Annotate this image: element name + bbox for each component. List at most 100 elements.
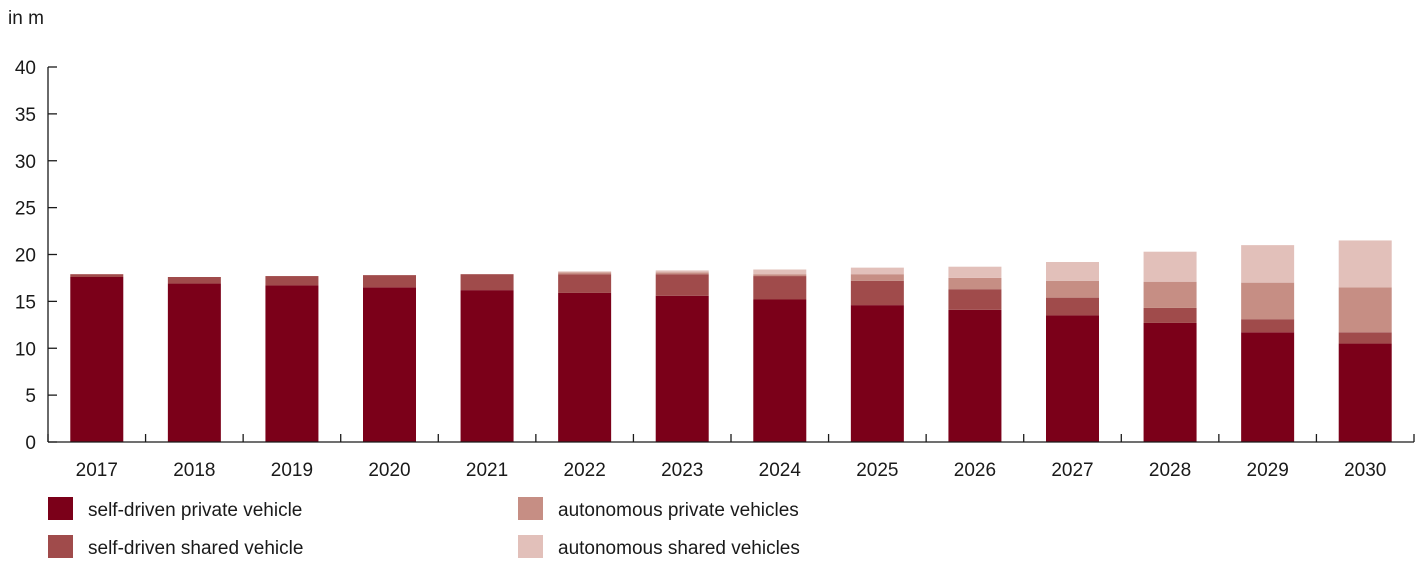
x-tick-label: 2024	[759, 460, 802, 481]
bar-segment-series-2	[655, 272, 709, 275]
bar-segment-series-3	[1143, 251, 1197, 282]
bar-segment-series-2	[753, 274, 807, 277]
legend-item-0: self-driven private vehicle	[48, 497, 302, 521]
bar-segment-series-0	[167, 283, 221, 442]
bar-segment-series-1	[655, 274, 709, 296]
bar-stack-2030	[1338, 240, 1392, 442]
bar-segment-series-3	[850, 267, 904, 275]
x-tick-label: 2028	[1149, 460, 1191, 481]
y-tick-label: 20	[15, 246, 36, 267]
x-tick-label: 2026	[954, 460, 996, 481]
y-tick-label: 35	[15, 105, 36, 126]
bar-segment-series-1	[850, 280, 904, 306]
x-tick-label: 2021	[466, 460, 508, 481]
bar-stack-2017	[70, 274, 124, 442]
legend-swatch	[48, 535, 73, 558]
bar-segment-series-1	[70, 274, 124, 277]
bar-segment-series-3	[1241, 245, 1295, 283]
bar-segment-series-1	[265, 276, 319, 286]
bar-segment-series-3	[1338, 240, 1392, 288]
legend-swatch	[48, 497, 73, 520]
x-tick-label: 2017	[76, 460, 118, 481]
bar-stack-2023	[655, 270, 709, 442]
legend-label: autonomous private vehicles	[558, 500, 799, 521]
x-tick-label: 2023	[661, 460, 703, 481]
y-tick-label: 0	[25, 433, 36, 454]
bar-segment-series-0	[655, 295, 709, 442]
bar-segment-series-3	[948, 266, 1002, 278]
x-tick-label: 2025	[856, 460, 898, 481]
x-tick-label: 2020	[368, 460, 410, 481]
y-tick-label: 5	[25, 386, 36, 407]
bar-segment-series-3	[1046, 262, 1099, 281]
bar-stack-2029	[1241, 245, 1295, 442]
y-tick-label: 30	[15, 152, 36, 173]
bar-stack-2022	[558, 271, 612, 442]
bars-group	[70, 240, 1392, 443]
x-tick-label: 2022	[564, 460, 606, 481]
bar-segment-series-0	[948, 309, 1002, 442]
y-axis: 0 5 10 15 20 25 30 35 40	[15, 58, 57, 454]
y-tick-label: 40	[15, 58, 36, 79]
bar-stack-2019	[265, 276, 319, 442]
bar-segment-series-1	[1241, 319, 1295, 333]
bar-segment-series-1	[167, 277, 221, 284]
y-tick-label: 25	[15, 199, 36, 220]
bar-stack-2021	[460, 274, 514, 443]
bar-segment-series-2	[1241, 282, 1295, 320]
x-tick-label: 2030	[1344, 460, 1386, 481]
bar-segment-series-0	[1046, 315, 1099, 442]
bar-segment-series-1	[1338, 332, 1392, 344]
bar-segment-series-3	[753, 269, 807, 275]
bar-segment-series-1	[363, 275, 416, 288]
legend-label: self-driven private vehicle	[88, 500, 302, 521]
bar-segment-series-2	[948, 277, 1002, 290]
bar-segment-series-1	[948, 289, 1002, 310]
y-tick-label: 15	[15, 292, 36, 313]
legend: self-driven private vehicle self-driven s…	[48, 497, 800, 559]
bar-segment-series-0	[460, 290, 514, 443]
bar-segment-series-2	[1143, 281, 1197, 308]
bar-stack-2024	[753, 269, 807, 442]
y-tick-label: 10	[15, 339, 36, 360]
bar-segment-series-2	[850, 274, 904, 281]
bar-segment-series-0	[850, 305, 904, 443]
bar-segment-series-2	[558, 272, 612, 275]
x-tick-label: 2018	[173, 460, 215, 481]
x-tick-label: 2029	[1247, 460, 1289, 481]
bar-segment-series-1	[558, 274, 612, 293]
bar-segment-series-1	[1143, 307, 1197, 323]
bar-segment-series-0	[1338, 343, 1392, 442]
bar-segment-series-0	[558, 292, 612, 442]
bar-segment-series-2	[1338, 287, 1392, 333]
legend-label: autonomous shared vehicles	[558, 538, 800, 559]
bar-segment-series-0	[1143, 322, 1197, 442]
unit-label: in m	[8, 8, 44, 29]
bar-segment-series-1	[1046, 297, 1099, 316]
x-tick-label: 2027	[1051, 460, 1093, 481]
bar-stack-2026	[948, 266, 1002, 442]
bar-stack-2027	[1046, 262, 1099, 442]
legend-item-2: autonomous private vehicles	[518, 497, 799, 521]
bar-stack-2025	[850, 267, 904, 443]
bar-segment-series-3	[655, 270, 709, 273]
bar-segment-series-2	[1046, 280, 1099, 298]
x-tick-label: 2019	[271, 460, 313, 481]
bar-stack-2018	[167, 277, 221, 442]
bar-segment-series-0	[753, 299, 807, 442]
bar-segment-series-0	[70, 277, 124, 442]
bar-stack-2020	[363, 275, 416, 442]
x-axis: 2017 2018 2019 2020 2021 2022 2023 2024 2025 2026…	[47, 434, 1415, 481]
legend-label: self-driven shared vehicle	[88, 538, 303, 559]
legend-item-3: autonomous shared vehicles	[518, 535, 800, 559]
bar-segment-series-0	[363, 287, 416, 442]
bar-stack-2028	[1143, 251, 1197, 442]
legend-swatch	[518, 497, 543, 520]
bar-segment-series-1	[753, 276, 807, 300]
bar-segment-series-0	[265, 285, 319, 442]
bar-segment-series-3	[558, 271, 612, 273]
bar-segment-series-0	[1241, 332, 1295, 442]
bar-segment-series-1	[460, 274, 514, 291]
legend-swatch	[518, 535, 543, 558]
